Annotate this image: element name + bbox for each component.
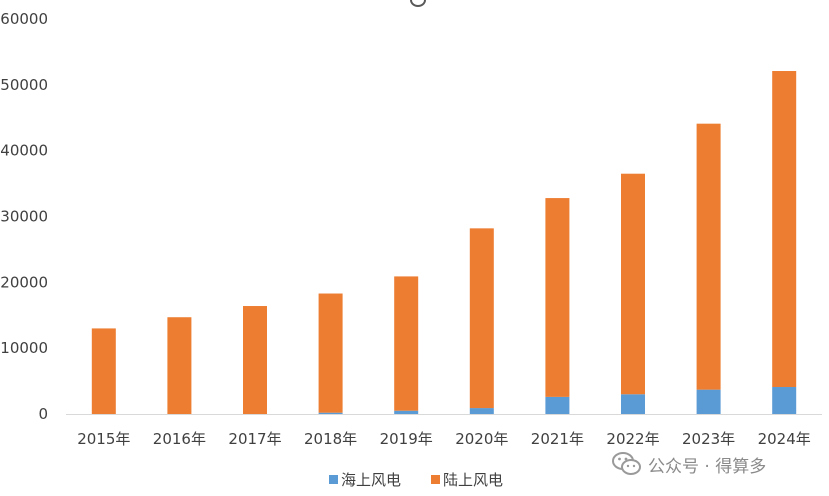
y-tick-label: 60000 (0, 10, 48, 28)
legend: 海上风电 陆上风电 (329, 471, 503, 489)
x-axis-tick-labels: 2015年 2016年 2017年 2018年 2019年 2020年 2021年 2022年… (77, 430, 811, 448)
bar-onshore-2020年 (469, 228, 494, 409)
bar-onshore-2021年 (545, 198, 570, 397)
x-tick-label: 2020年 (455, 430, 508, 448)
y-tick-label: 10000 (0, 339, 48, 357)
legend-swatch (431, 475, 440, 484)
bar-offshore-2020年 (469, 408, 494, 414)
wechat-icon (612, 451, 642, 477)
bar-offshore-2019年 (394, 410, 419, 414)
bar-onshore-2019年 (394, 276, 419, 411)
bar-offshore-2021年 (545, 396, 570, 414)
x-tick-label: 2021年 (531, 430, 584, 448)
watermark: 公众号 · 得算多 (612, 450, 766, 478)
x-tick-label: 2015年 (77, 430, 130, 448)
x-tick-label: 2022年 (606, 430, 659, 448)
bar-offshore-2024年 (772, 387, 797, 414)
bar-onshore-2016年 (167, 317, 192, 414)
y-tick-label: 50000 (0, 76, 48, 94)
legend-label: 海上风电 (341, 471, 401, 489)
bar-offshore-2018年 (318, 412, 343, 414)
legend-swatch (329, 475, 338, 484)
y-tick-label: 0 (38, 405, 48, 423)
bar-offshore-2023年 (696, 389, 721, 414)
y-axis-tick-labels: 0 10000 20000 30000 40000 50000 60000 (0, 10, 48, 423)
x-tick-label: 2017年 (228, 430, 281, 448)
y-tick-label: 20000 (0, 273, 48, 291)
bar-onshore-2015年 (91, 328, 116, 414)
bar-onshore-2023年 (696, 123, 721, 390)
x-tick-label: 2016年 (153, 430, 206, 448)
bar-series (91, 71, 797, 414)
x-tick-label: 2018年 (304, 430, 357, 448)
bar-onshore-2022年 (621, 173, 645, 395)
x-tick-label: 2024年 (758, 430, 811, 448)
cropped-title-glyph (410, 0, 426, 7)
bar-onshore-2018年 (318, 293, 343, 413)
watermark-text: 公众号 · 得算多 (648, 456, 767, 477)
legend-label: 陆上风电 (443, 471, 503, 489)
bar-onshore-2024年 (772, 71, 797, 388)
y-tick-label: 30000 (0, 208, 48, 226)
bar-onshore-2017年 (243, 306, 267, 414)
x-tick-label: 2023年 (682, 430, 735, 448)
bar-offshore-2022年 (621, 394, 645, 414)
x-tick-label: 2019年 (380, 430, 433, 448)
y-tick-label: 40000 (0, 142, 48, 160)
